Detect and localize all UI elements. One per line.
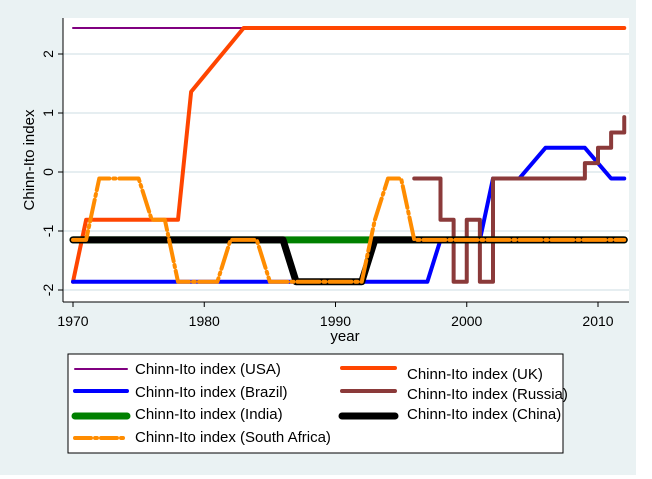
- x-tick-label: 1990: [320, 313, 351, 329]
- series-line-1: [71, 26, 627, 284]
- x-tick-label: 1970: [57, 313, 88, 329]
- y-tick-label: 2: [40, 50, 56, 58]
- x-tick-label: 2000: [451, 313, 482, 329]
- x-axis-label: year: [330, 328, 359, 345]
- legend-label: Chinn-Ito index (Brazil): [135, 384, 288, 401]
- x-tick-label: 1980: [189, 313, 220, 329]
- legend: [67, 353, 564, 454]
- y-tick-label: -2: [40, 284, 56, 297]
- legend-label: Chinn-Ito index (South Africa): [135, 429, 331, 446]
- y-tick-label: -1: [40, 225, 56, 238]
- legend-label: Chinn-Ito index (China): [407, 406, 561, 423]
- y-tick-label: 0: [40, 168, 56, 176]
- legend-label: Chinn-Ito index (USA): [135, 361, 281, 378]
- y-axis-label: Chinn-Ito index: [21, 109, 38, 210]
- x-tick-label: 2010: [582, 313, 613, 329]
- legend-label: Chinn-Ito index (UK): [407, 366, 543, 383]
- plot-area: [63, 18, 629, 302]
- series-line-3: [412, 115, 627, 284]
- y-tick-label: 1: [40, 109, 56, 117]
- legend-label: Chinn-Ito index (Russia): [407, 386, 568, 403]
- legend-label: Chinn-Ito index (India): [135, 406, 283, 423]
- series-line-6: [71, 176, 627, 284]
